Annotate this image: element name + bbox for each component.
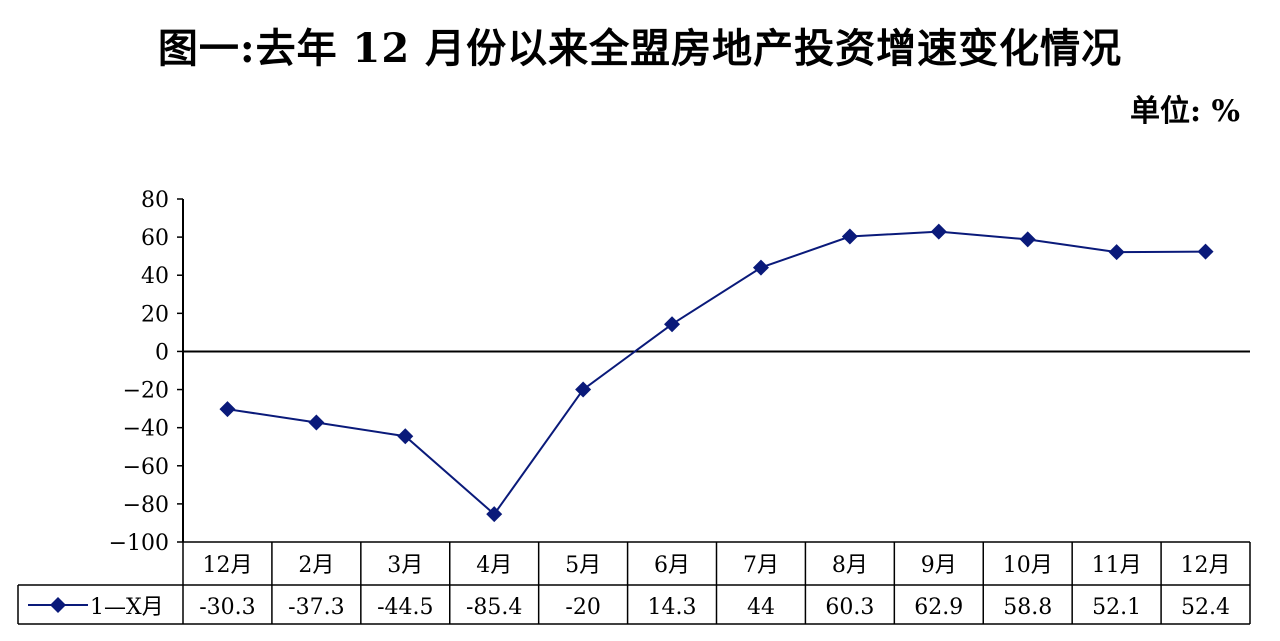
data-point-marker (664, 316, 681, 333)
data-point-marker (575, 381, 592, 398)
y-tick-label: −20 (123, 379, 169, 404)
data-point-marker (930, 223, 947, 240)
data-point-marker (1197, 243, 1214, 260)
data-point-marker (486, 506, 503, 523)
data-point-marker (397, 428, 414, 445)
series-line (227, 230, 1206, 516)
chart-title: 图一:去年 12 月份以来全盟房地产投资增速变化情况 (157, 25, 1123, 72)
y-tick-label: −100 (109, 531, 169, 556)
table-value-cell: 62.9 (914, 595, 963, 620)
y-tick-label: 80 (141, 188, 169, 213)
y-tick-label: 20 (141, 302, 169, 327)
table-value-cell: -85.4 (466, 595, 522, 620)
table-value-cell: 58.8 (1003, 595, 1052, 620)
table-value-cell: -20 (565, 595, 600, 620)
data-point-marker (219, 401, 236, 418)
y-tick-label: 40 (141, 264, 169, 289)
data-point-marker (752, 259, 769, 276)
table-value-cell: -30.3 (199, 595, 255, 620)
y-tick-label: −80 (123, 493, 169, 518)
x-category-label: 8月 (832, 553, 868, 578)
legend-label: 1—X月 (90, 595, 164, 620)
table-value-cell: 60.3 (825, 595, 874, 620)
x-category-label: 12月 (202, 553, 252, 578)
x-category-label: 6月 (654, 553, 690, 578)
y-tick-label: −60 (123, 455, 169, 480)
unit-label: 单位: % (1129, 94, 1240, 129)
data-point-marker (1019, 231, 1036, 248)
x-category-label: 9月 (921, 553, 957, 578)
y-tick-label: −40 (123, 417, 169, 442)
table-value-cell: 14.3 (648, 595, 697, 620)
x-category-label: 12月 (1181, 553, 1231, 578)
table-value-cell: 52.4 (1181, 595, 1230, 620)
y-tick-label: 60 (141, 226, 169, 251)
table-value-cell: 44 (747, 595, 775, 620)
x-category-label: 11月 (1092, 553, 1142, 578)
x-category-label: 3月 (387, 553, 423, 578)
table-value-cell: -37.3 (288, 595, 344, 620)
data-point-marker (308, 414, 325, 431)
y-tick-label: 0 (155, 340, 169, 365)
data-point-marker (1108, 244, 1125, 261)
x-category-label: 4月 (476, 553, 512, 578)
table-value-cell: -44.5 (377, 595, 433, 620)
data-point-marker (841, 228, 858, 245)
legend-diamond-marker (50, 597, 66, 613)
x-category-label: 5月 (565, 553, 601, 578)
x-category-label: 2月 (298, 553, 334, 578)
x-category-label: 10月 (1003, 553, 1053, 578)
table-value-cell: 52.1 (1092, 595, 1141, 620)
x-category-label: 7月 (743, 553, 779, 578)
